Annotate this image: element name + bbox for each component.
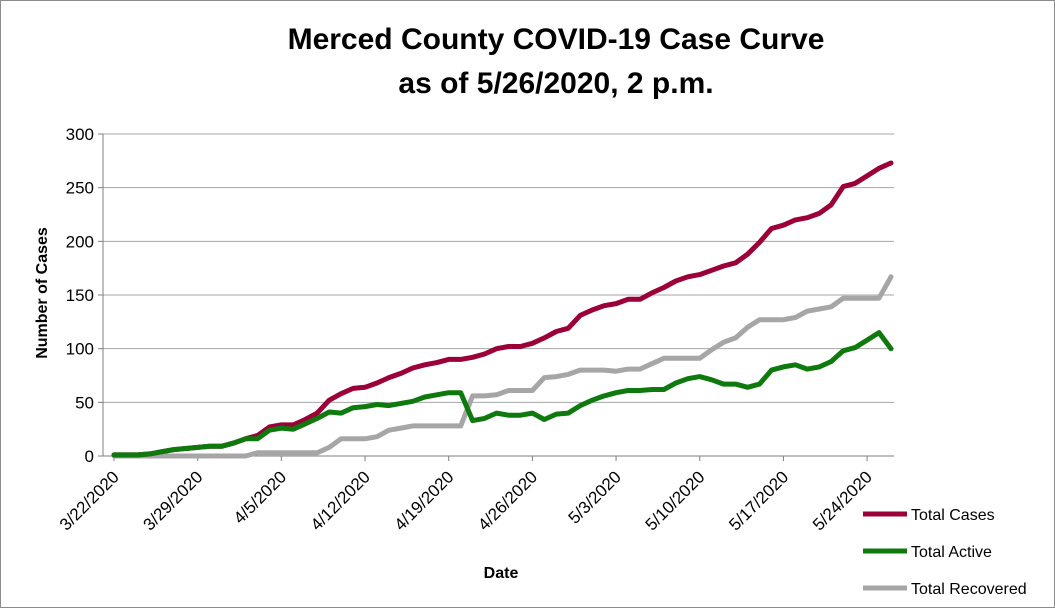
x-tick-labels: 3/22/2020 3/29/2020 4/5/2020 4/12/2020 4/19/… — [56, 467, 876, 534]
x-tick-label: 5/10/2020 — [642, 467, 709, 534]
y-tick-label: 100 — [66, 340, 94, 359]
x-tick-label: 3/22/2020 — [56, 467, 123, 534]
y-tick-labels: 0 50 100 150 200 250 300 — [66, 125, 94, 466]
x-axis-title: Date — [484, 565, 519, 582]
x-tick-label: 4/12/2020 — [307, 467, 374, 534]
chart-title-line1: Merced County COVID-19 Case Curve — [288, 23, 825, 56]
gridlines — [103, 133, 894, 403]
y-tick-label: 300 — [66, 125, 94, 144]
x-tick-label: 5/24/2020 — [809, 467, 876, 534]
y-tick-label: 0 — [85, 447, 94, 466]
series-line-total-cases — [111, 160, 894, 458]
legend-label: Total Cases — [911, 507, 995, 524]
y-tick-label: 250 — [66, 179, 94, 198]
legend-label: Total Active — [911, 544, 992, 561]
x-tick-label: 3/29/2020 — [140, 467, 207, 534]
x-tick-label: 5/17/2020 — [725, 467, 792, 534]
series-lines — [111, 160, 894, 459]
chart-title-line2: as of 5/26/2020, 2 p.m. — [398, 67, 713, 100]
y-tick-label: 150 — [66, 286, 94, 305]
y-tick-label: 200 — [66, 232, 94, 251]
series-line-total-active — [111, 330, 894, 458]
x-tick-label: 4/19/2020 — [391, 467, 458, 534]
x-tick-label: 4/5/2020 — [230, 467, 290, 527]
y-tick-label: 50 — [75, 393, 94, 412]
series-line-total-recovered — [111, 274, 894, 459]
x-tick-label: 5/3/2020 — [565, 467, 625, 527]
legend: Total Cases Total Active Total Recovered — [863, 507, 1027, 598]
y-axis-title: Number of Cases — [34, 227, 51, 359]
x-tick-label: 4/26/2020 — [474, 467, 541, 534]
legend-label: Total Recovered — [911, 581, 1027, 598]
